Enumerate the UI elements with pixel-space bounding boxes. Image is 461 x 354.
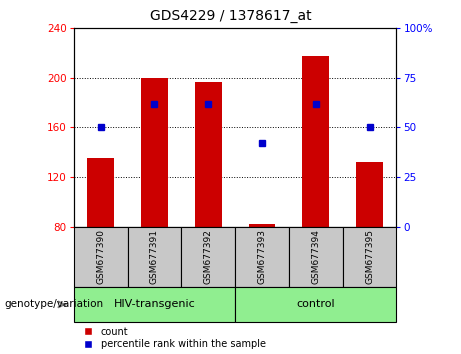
Bar [356, 162, 383, 227]
Bar [181, 227, 235, 287]
Text: GSM677392: GSM677392 [204, 229, 213, 284]
Text: GSM677395: GSM677395 [365, 229, 374, 284]
Bar [343, 227, 396, 287]
Bar [74, 227, 128, 287]
Bar [289, 227, 343, 287]
Bar [141, 78, 168, 227]
Text: control: control [296, 299, 335, 309]
Bar [128, 227, 181, 287]
Bar [235, 287, 396, 322]
Bar [235, 227, 289, 287]
Text: GSM677393: GSM677393 [258, 229, 266, 284]
Bar [87, 159, 114, 227]
Bar [302, 56, 329, 227]
Text: GSM677394: GSM677394 [311, 229, 320, 284]
Text: genotype/variation: genotype/variation [5, 299, 104, 309]
Legend: count, percentile rank within the sample: count, percentile rank within the sample [79, 327, 266, 349]
Bar [248, 224, 275, 227]
Text: GSM677391: GSM677391 [150, 229, 159, 284]
Text: GSM677390: GSM677390 [96, 229, 105, 284]
Text: HIV-transgenic: HIV-transgenic [113, 299, 195, 309]
Bar [74, 287, 235, 322]
Text: GDS4229 / 1378617_at: GDS4229 / 1378617_at [150, 9, 311, 23]
Bar [195, 81, 222, 227]
